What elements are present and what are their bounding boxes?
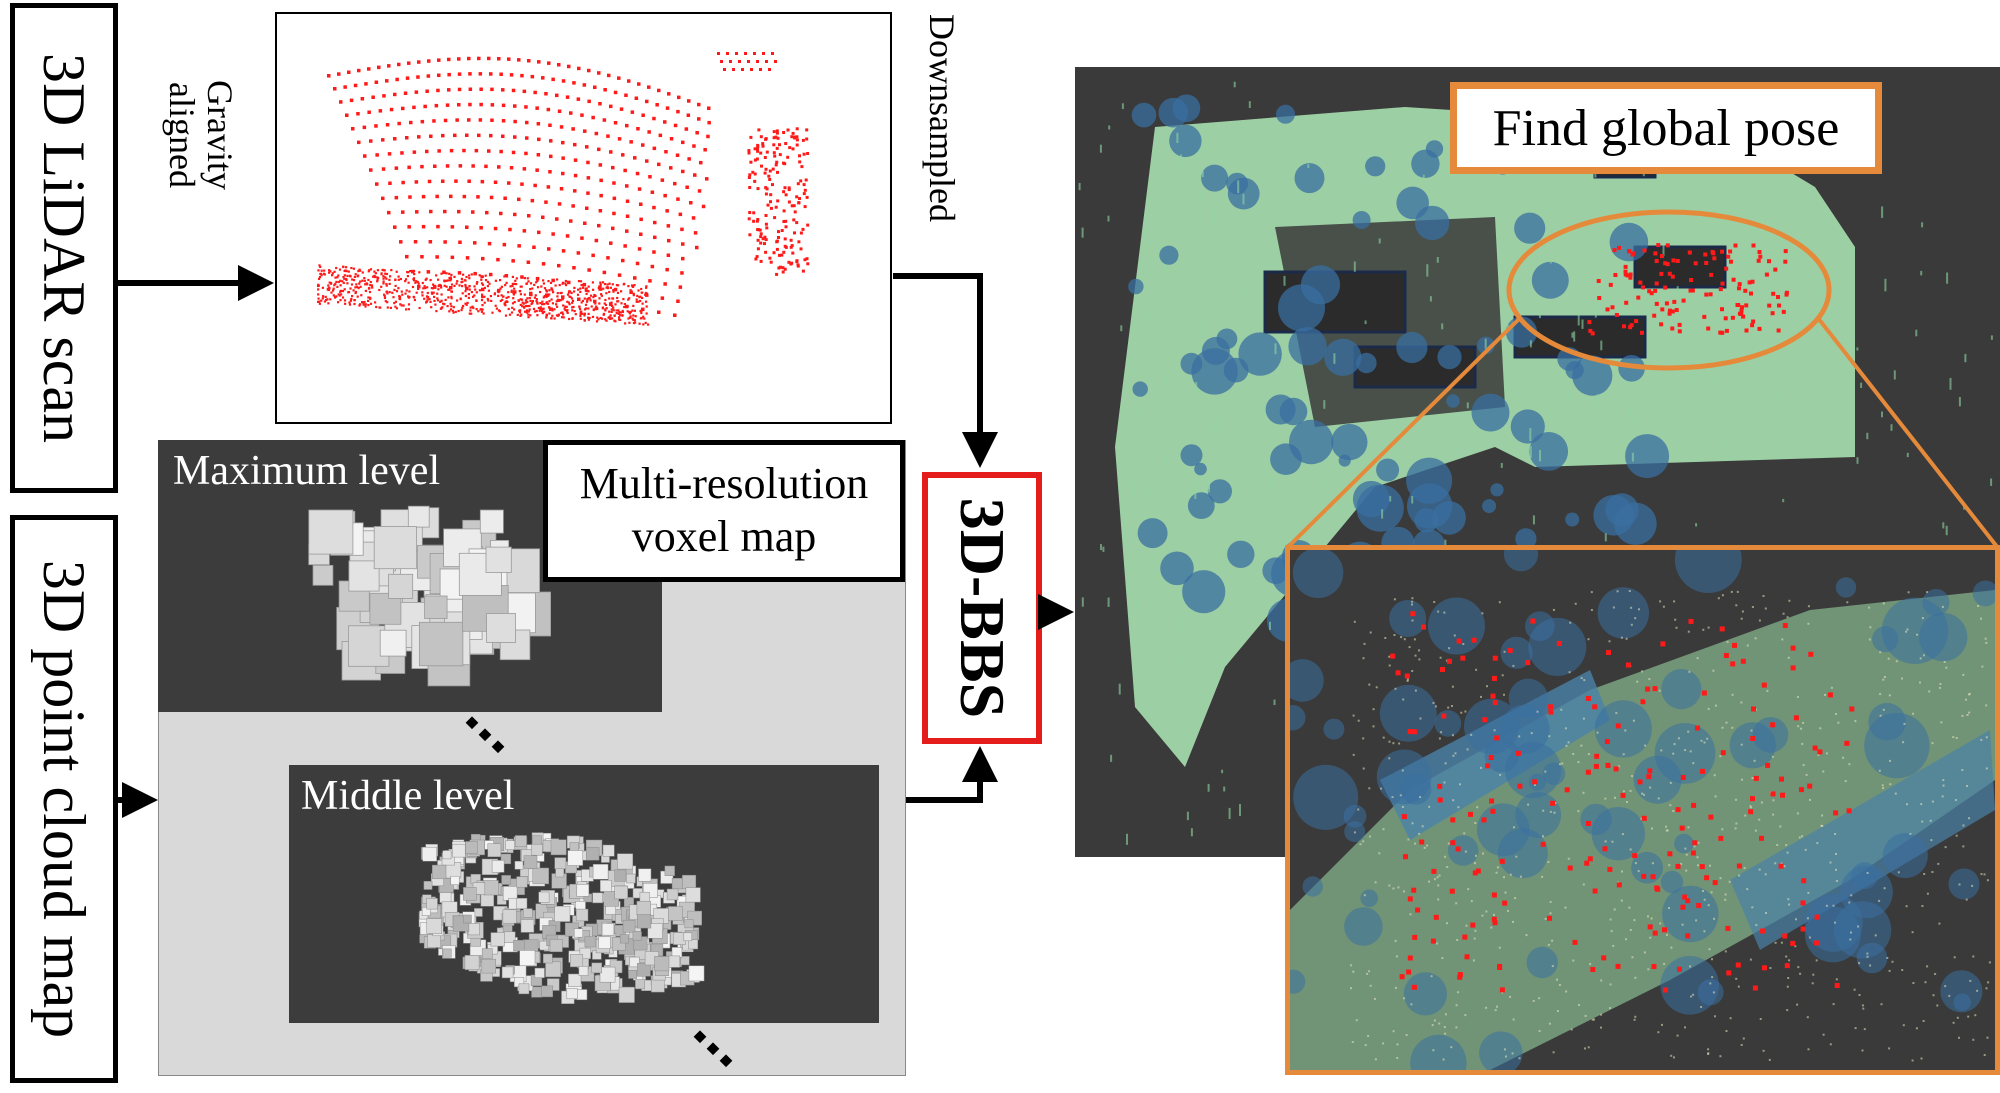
bbs-method-box: 3D-BBS bbox=[922, 472, 1042, 744]
voxel-map-title-box: Multi-resolution voxel map bbox=[543, 440, 905, 582]
downsampled-label: Downsampled bbox=[922, 14, 962, 222]
scan-points-svg bbox=[317, 52, 810, 326]
maximum-level-voxels bbox=[308, 505, 552, 687]
voxel-map-title-line1: Multi-resolution bbox=[579, 459, 869, 509]
lidar-scan-label: 3D LiDAR scan bbox=[31, 53, 97, 443]
middle-level-panel: Middle level bbox=[289, 765, 879, 1023]
middle-level-label: Middle level bbox=[301, 773, 515, 819]
gravity-word: Gravity bbox=[200, 80, 240, 190]
aligned-word: aligned bbox=[162, 82, 203, 188]
voxel-map-title-line2: voxel map bbox=[631, 512, 817, 561]
lidar-scan-panel bbox=[275, 12, 892, 424]
point-cloud-map-box: 3D point cloud map bbox=[10, 515, 118, 1083]
point-cloud-map-label: 3D point cloud map bbox=[31, 559, 97, 1039]
lidar-scan-box: 3D LiDAR scan bbox=[10, 3, 118, 493]
zoomed-inset-panel bbox=[1285, 545, 2000, 1075]
arrow-downsampled-to-bbs bbox=[893, 273, 998, 468]
gravity-aligned-label: Gravity aligned bbox=[162, 80, 240, 190]
find-global-pose-box: Find global pose bbox=[1450, 82, 1882, 174]
scan-points bbox=[317, 52, 810, 326]
maximum-level-label: Maximum level bbox=[173, 448, 441, 494]
arrow-voxel-to-bbs bbox=[906, 746, 998, 803]
bbs-method-label: 3D-BBS bbox=[947, 497, 1018, 719]
zoomed-inset-svg bbox=[1290, 550, 1995, 1070]
middle-level-voxels bbox=[418, 832, 705, 1004]
